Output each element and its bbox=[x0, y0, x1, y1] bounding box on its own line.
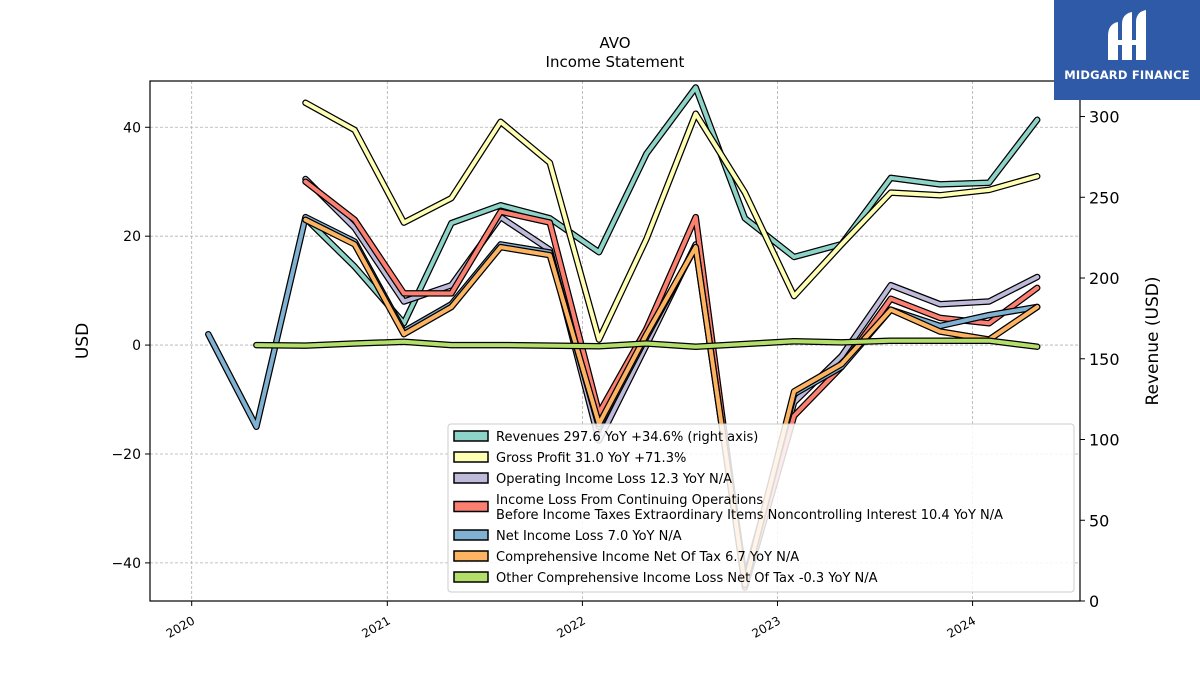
x-tick-label: 2020 bbox=[164, 613, 197, 640]
chart-subtitle: Income Statement bbox=[546, 53, 685, 71]
legend-label: Comprehensive Income Net Of Tax 6.7 YoY … bbox=[496, 550, 799, 565]
y-axis-right-label: Revenue (USD) bbox=[1143, 276, 1163, 405]
series-line bbox=[302, 84, 1041, 327]
legend-swatch bbox=[453, 430, 489, 442]
series-stroke bbox=[303, 217, 1040, 587]
legend: Revenues 297.6 YoY +34.6% (right axis) Gr… bbox=[447, 423, 1075, 593]
brand-logo: MIDGARD FINANCE bbox=[1054, 0, 1200, 100]
y-tick-label: 0 bbox=[132, 338, 141, 354]
y-right-tick-label: 300 bbox=[1089, 108, 1120, 127]
y-tick-label: 20 bbox=[123, 229, 141, 245]
legend-swatch bbox=[453, 451, 489, 463]
y-right-tick-label: 50 bbox=[1089, 511, 1109, 530]
y-right-tick-label: 200 bbox=[1089, 269, 1120, 288]
x-tick-label: 2023 bbox=[750, 613, 783, 640]
brand-name: MIDGARD FINANCE bbox=[1064, 68, 1190, 82]
series-stroke bbox=[254, 338, 1040, 349]
y-axis-label: USD bbox=[73, 323, 93, 359]
legend-swatch bbox=[453, 472, 489, 484]
legend-box bbox=[447, 423, 1075, 593]
midgard-logo-icon bbox=[1108, 10, 1146, 60]
series-line bbox=[302, 178, 1041, 591]
y-tick-label: 40 bbox=[123, 120, 141, 136]
y-right-tick-label: 150 bbox=[1089, 350, 1120, 369]
y-right-tick-label: 0 bbox=[1089, 592, 1099, 611]
legend-swatch bbox=[453, 550, 489, 562]
series-stroke bbox=[303, 179, 1040, 590]
y-right-tick-label: 250 bbox=[1089, 188, 1120, 207]
series-stroke bbox=[303, 85, 1040, 326]
x-tick-label: 2024 bbox=[945, 613, 978, 640]
chart-title: AVO bbox=[599, 34, 630, 52]
legend-label: Other Comprehensive Income Loss Net Of T… bbox=[496, 571, 878, 586]
y-right-tick-label: 100 bbox=[1089, 431, 1120, 450]
series-lines bbox=[205, 84, 1041, 591]
series-stroke bbox=[303, 100, 1040, 342]
legend-label: Revenues 297.6 YoY +34.6% (right axis) bbox=[496, 430, 758, 445]
x-tick-label: 2022 bbox=[554, 613, 587, 640]
legend-swatch bbox=[453, 571, 489, 583]
y-tick-label: −20 bbox=[111, 447, 141, 463]
legend-swatch bbox=[453, 529, 489, 541]
legend-label: Income Loss From Continuing Operations bbox=[496, 493, 763, 508]
legend-label: Net Income Loss 7.0 YoY N/A bbox=[496, 529, 682, 544]
series-line bbox=[253, 337, 1041, 350]
legend-label: Operating Income Loss 12.3 YoY N/A bbox=[496, 472, 732, 487]
y-tick-label: −40 bbox=[111, 556, 141, 572]
x-tick-label: 2021 bbox=[359, 613, 392, 640]
series-line bbox=[302, 216, 1041, 588]
legend-label: Gross Profit 31.0 YoY +71.3% bbox=[496, 451, 686, 466]
series-line bbox=[302, 99, 1041, 343]
plot-frame bbox=[149, 80, 1081, 602]
legend-label: Before Income Taxes Extraordinary Items … bbox=[496, 508, 1003, 523]
legend-swatch bbox=[453, 500, 489, 513]
